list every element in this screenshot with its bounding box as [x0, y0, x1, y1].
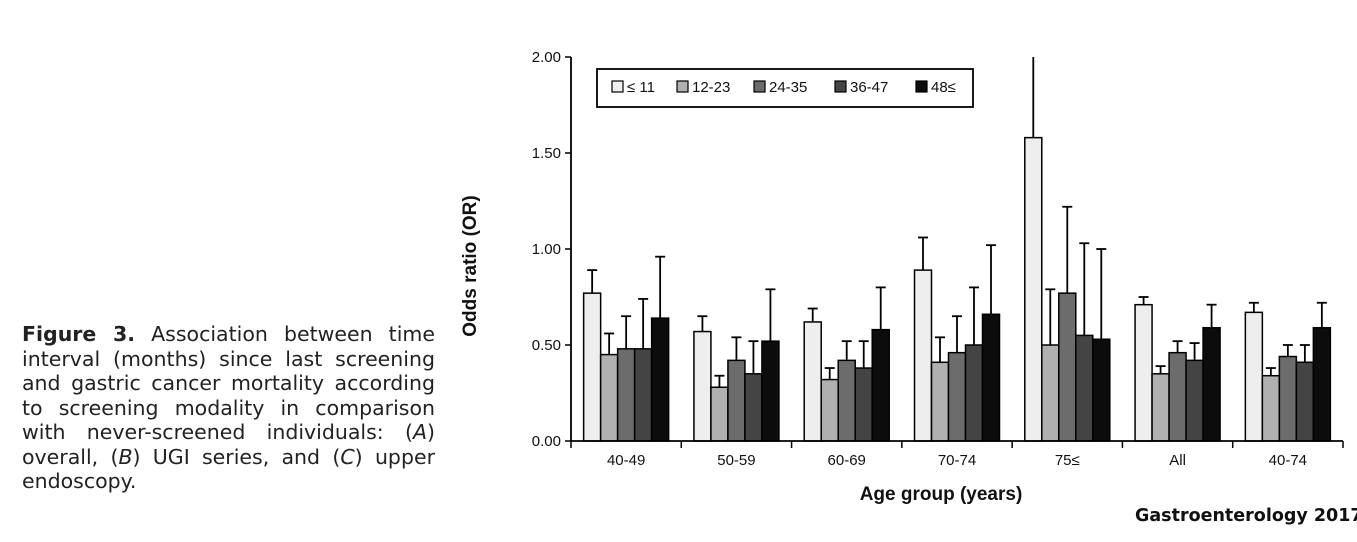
- legend-box: [596, 68, 974, 108]
- figure-label: Figure 3.: [22, 322, 136, 346]
- source-label: Gastroenterology 2017: [1135, 506, 1357, 526]
- bar-All-36-47: [1185, 359, 1204, 442]
- bar-40-49-24-35: [616, 348, 636, 442]
- bar-70-74-≤ 11: [913, 269, 933, 442]
- legend-swatch-48≤: [915, 80, 928, 93]
- caption-text-3: ) UGI series, and (: [132, 444, 341, 469]
- bar-40-74-≤ 11: [1244, 311, 1264, 442]
- legend: ≤ 11 12-23 24-35 36-47 48≤: [596, 68, 974, 108]
- y-tick-label: 2.00: [532, 49, 561, 66]
- x-tick-label: 75≤: [1055, 452, 1080, 469]
- bar-40-74-24-35: [1278, 355, 1298, 442]
- bar-75≤-24-35: [1058, 292, 1077, 442]
- bar-60-69-12-23: [820, 378, 839, 442]
- bar-50-59-24-35: [727, 359, 746, 442]
- y-axis-title: Odds ratio (OR): [460, 195, 481, 336]
- legend-swatch-≤ 11: [611, 80, 624, 93]
- legend-label-24-35: 24-35: [769, 79, 807, 96]
- bar-60-69-48≤: [871, 328, 890, 442]
- bar-40-49-36-47: [633, 348, 653, 442]
- bar-60-69-36-47: [854, 367, 873, 442]
- bar-40-74-36-47: [1295, 361, 1315, 442]
- bar-All-≤ 11: [1134, 303, 1153, 442]
- y-tick-label: 0.50: [532, 337, 561, 354]
- caption-ref-c: C: [340, 444, 355, 469]
- legend-swatch-24-35: [753, 80, 766, 93]
- bar-75≤-12-23: [1041, 344, 1060, 442]
- legend-label-≤ 11: ≤ 11: [627, 79, 655, 96]
- legend-label-36-47: 36-47: [850, 79, 888, 96]
- y-tick-label: 1.00: [532, 241, 561, 258]
- bars-layer: [582, 136, 1332, 442]
- bar-50-59-36-47: [744, 373, 763, 442]
- bar-40-74-48≤: [1312, 326, 1332, 442]
- bar-60-69-≤ 11: [803, 321, 822, 442]
- bar-50-59-12-23: [710, 386, 729, 442]
- bar-75≤-36-47: [1075, 334, 1094, 442]
- bar-40-74-12-23: [1261, 374, 1281, 442]
- x-tick-label: 60-69: [828, 452, 866, 469]
- x-tick-label: 70-74: [938, 452, 976, 469]
- bar-40-49-12-23: [599, 353, 619, 442]
- caption-ref-b: B: [118, 444, 133, 469]
- legend-label-48≤: 48≤: [931, 79, 956, 96]
- bar-70-74-48≤: [981, 313, 1001, 442]
- bar-70-74-36-47: [964, 344, 984, 442]
- bar-70-74-12-23: [930, 361, 950, 442]
- axes-layer: 0.00 0.50 1.00 1.50 2.00 40-49 50-59 60-69 70-74…: [532, 49, 1344, 469]
- bar-60-69-24-35: [837, 359, 856, 442]
- x-tick-label: All: [1169, 452, 1186, 469]
- error-bars-layer: [587, 57, 1327, 388]
- bar-70-74-24-35: [947, 351, 967, 442]
- caption-text-2: ) overall, (: [22, 420, 435, 469]
- bar-75≤-≤ 11: [1024, 136, 1043, 442]
- caption-ref-a: A: [412, 420, 427, 444]
- figure-caption: Figure 3. Association between time inter…: [22, 322, 435, 494]
- legend-swatch-12-23: [676, 80, 689, 93]
- x-tick-label: 50-59: [717, 452, 755, 469]
- bar-75≤-48≤: [1092, 338, 1111, 442]
- bar-All-12-23: [1151, 373, 1170, 442]
- legend-swatch-36-47: [834, 80, 847, 93]
- x-axis-title: Age group (years): [860, 484, 1023, 505]
- bar-40-49-48≤: [650, 317, 670, 442]
- bar-40-49-≤ 11: [582, 292, 602, 442]
- caption-text-1: Association between time interval (month…: [22, 322, 435, 444]
- legend-label-12-23: 12-23: [692, 79, 730, 96]
- bar-All-24-35: [1168, 351, 1187, 442]
- bar-50-59-≤ 11: [693, 330, 712, 442]
- x-tick-label: 40-49: [607, 452, 645, 469]
- bar-All-48≤: [1202, 326, 1221, 442]
- bar-50-59-48≤: [761, 340, 780, 442]
- y-tick-label: 0.00: [532, 433, 561, 450]
- x-tick-label: 40-74: [1269, 452, 1307, 469]
- caption-text-4: ) upper endoscopy.: [22, 444, 435, 494]
- y-tick-label: 1.50: [532, 145, 561, 162]
